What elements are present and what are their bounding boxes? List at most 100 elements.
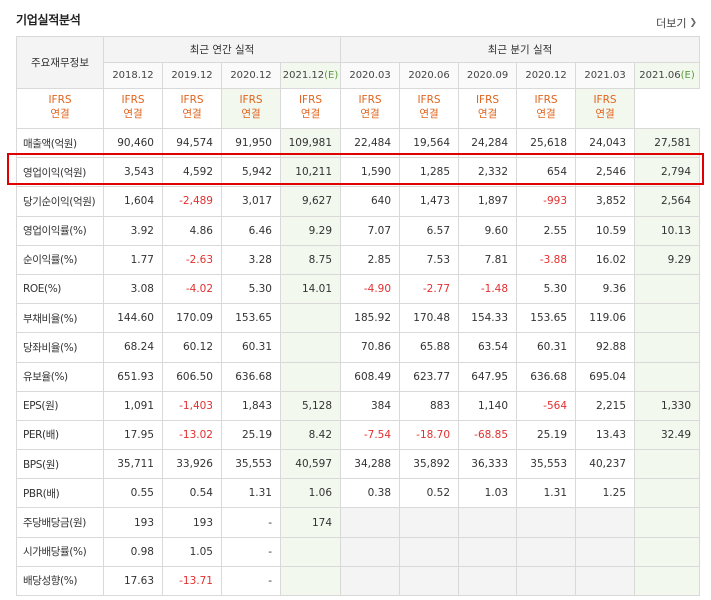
- table-cell: [634, 332, 701, 363]
- table-cell: 10,211: [279, 157, 342, 188]
- consolidated-label: 연결: [360, 108, 380, 120]
- table-cell: 193: [103, 507, 163, 538]
- table-cell: 27,581: [634, 127, 701, 159]
- row-label: 당기순이익(억원): [16, 186, 104, 217]
- table-cell: 5,942: [221, 157, 281, 188]
- table-cell: 35,553: [221, 449, 281, 480]
- period-label: 2020.03: [349, 70, 391, 81]
- table-row: 부채비율(%) 144.60 170.09 153.65 185.92 170.48 154…: [16, 303, 701, 334]
- table-cell: 1,330: [634, 390, 701, 421]
- more-label[interactable]: 더보기: [656, 17, 687, 30]
- row-label: EPS(원): [16, 390, 104, 421]
- period-header: 2021.06(E): [634, 62, 701, 89]
- estimate-mark: (E): [680, 70, 695, 81]
- financial-table: 주요재무정보 최근 연간 실적 최근 분기 실적 2018.12 2019.12 2…: [16, 36, 701, 597]
- table-cell: 32.49: [634, 419, 701, 451]
- ifrs-label: IFRS: [593, 94, 617, 106]
- table-cell: -: [221, 507, 281, 538]
- ifrs-label: IFRS: [534, 94, 558, 106]
- table-cell: 10.13: [634, 215, 701, 246]
- table-cell: 94,574: [162, 127, 222, 159]
- table-cell: [279, 536, 342, 567]
- table-row: 당기순이익(억원) 1,604 -2,489 3,017 9,627 640 1,473 1,…: [16, 186, 701, 217]
- table-cell: -4.90: [340, 273, 401, 305]
- table-cell: [634, 303, 701, 334]
- table-row: 영업이익(억원) 3,543 4,592 5,942 10,211 1,590 1,285 2…: [16, 157, 701, 188]
- period-label: 2020.06: [408, 70, 450, 81]
- table-cell: 1.25: [575, 478, 636, 509]
- ifrs-cell: IFRS 연결: [340, 88, 401, 129]
- table-cell: 14.01: [279, 273, 342, 305]
- table-cell: [279, 361, 342, 392]
- corner-header: 주요재무정보: [16, 36, 104, 89]
- table-cell: 4.86: [162, 215, 222, 246]
- table-cell: -68.85: [458, 419, 518, 451]
- period-header-row: 2018.12 2019.12 2020.12 2021.12(E) 2020.03 20…: [17, 62, 701, 89]
- consolidated-label: 연결: [50, 108, 70, 120]
- row-label: ROE(%): [16, 273, 104, 305]
- table-cell: 5.30: [516, 273, 577, 305]
- row-label: 순이익률(%): [16, 244, 104, 275]
- table-cell: [634, 449, 701, 480]
- table-cell: 636.68: [221, 361, 281, 392]
- table-cell: 695.04: [575, 361, 636, 392]
- table-cell: 33,926: [162, 449, 222, 480]
- table-cell: 174: [279, 507, 342, 538]
- period-header: 2020.09: [458, 62, 518, 89]
- ifrs-label: IFRS: [475, 94, 500, 106]
- period-header: 2020.12: [221, 62, 281, 89]
- row-label: BPS(원): [16, 449, 104, 480]
- table-cell: 2,794: [634, 157, 701, 188]
- table-cell: 2.85: [340, 244, 401, 275]
- table-cell: 1.31: [516, 478, 577, 509]
- ifrs-cell: IFRS 연결: [162, 88, 222, 129]
- ifrs-cell: IFRS 연결: [458, 88, 518, 129]
- ifrs-label: IFRS: [358, 94, 382, 106]
- period-label: 2021.06: [639, 70, 681, 81]
- period-header: 2020.03: [340, 62, 401, 89]
- table-row: PER(배) 17.95 -13.02 25.19 8.42 -7.54 -18.70 -68…: [16, 419, 701, 451]
- period-label: 2021.12: [282, 70, 325, 81]
- table-cell: 3.92: [103, 215, 163, 246]
- period-label: 2019.12: [171, 70, 213, 81]
- table-cell: 68.24: [103, 332, 163, 363]
- table-cell: 109,981: [279, 127, 342, 159]
- table-cell: 90,460: [103, 127, 163, 159]
- table-cell: 3,852: [575, 186, 636, 217]
- table-cell: [340, 536, 401, 567]
- table-cell: 1,285: [399, 157, 460, 188]
- table-cell: 65.88: [399, 332, 460, 363]
- ifrs-cell: IFRS 연결: [399, 88, 460, 129]
- table-cell: [575, 565, 636, 597]
- table-cell: 17.95: [103, 419, 163, 451]
- table-cell: [399, 565, 460, 597]
- table-cell: [634, 478, 701, 509]
- table-cell: 1.05: [162, 536, 222, 567]
- table-cell: 92.88: [575, 332, 636, 363]
- table-cell: 647.95: [458, 361, 518, 392]
- annual-group-header: 최근 연간 실적: [102, 36, 342, 63]
- ifrs-label: IFRS: [298, 94, 323, 106]
- table-cell: 35,553: [516, 449, 577, 480]
- ifrs-cell: IFRS 연결: [221, 88, 281, 129]
- table-cell: 9.29: [634, 244, 701, 275]
- table-cell: 36,333: [458, 449, 518, 480]
- table-row: 매출액(억원) 90,460 94,574 91,950 109,981 22,484 19…: [16, 127, 701, 159]
- table-cell: -2.63: [162, 244, 222, 275]
- table-cell: 3,543: [103, 157, 163, 188]
- ifrs-label: IFRS: [48, 94, 72, 106]
- table-cell: 1,897: [458, 186, 518, 217]
- table-cell: 1.31: [221, 478, 281, 509]
- row-label: 영업이익률(%): [16, 215, 104, 246]
- row-label: 유보율(%): [16, 361, 104, 392]
- table-cell: 24,284: [458, 127, 518, 159]
- table-cell: 10.59: [575, 215, 636, 246]
- table-row: PBR(배) 0.55 0.54 1.31 1.06 0.38 0.52 1.03 1.31 1.…: [16, 478, 701, 509]
- table-cell: 384: [340, 390, 401, 421]
- more-link[interactable]: 더보기 ❯: [656, 15, 697, 31]
- table-cell: 3.08: [103, 273, 163, 305]
- ifrs-cell: IFRS 연결: [279, 88, 342, 129]
- chevron-right-icon[interactable]: ❯: [689, 18, 697, 28]
- ifrs-cell: IFRS 연결: [16, 88, 104, 129]
- table-cell: 1,140: [458, 390, 518, 421]
